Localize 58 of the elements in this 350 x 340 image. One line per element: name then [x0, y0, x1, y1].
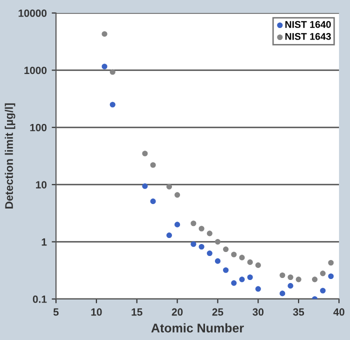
x-tick-label: 30 [252, 308, 264, 316]
point [296, 276, 302, 282]
y-tick-label: 10000 [18, 10, 47, 17]
point [206, 230, 212, 236]
x-tick-label: 15 [132, 308, 142, 316]
point [142, 183, 148, 189]
legend-label: NIST 1640 [285, 21, 331, 28]
point [247, 274, 253, 280]
y-tick-label: 100 [30, 124, 47, 132]
point [288, 274, 294, 280]
point [110, 102, 116, 108]
x-tick-label: 5 [53, 308, 59, 316]
y-tick-label: 1 [42, 238, 47, 246]
point [102, 64, 108, 70]
point [280, 290, 286, 296]
point [223, 246, 229, 252]
point [320, 288, 326, 294]
point [239, 276, 245, 282]
point [150, 198, 156, 204]
point [231, 280, 237, 286]
y-tick-label: 10 [36, 181, 47, 188]
x-tick-label: 10 [91, 308, 102, 316]
y-axis-title: Detection limit [µg/l] [4, 103, 16, 208]
point [328, 260, 334, 266]
point [198, 226, 204, 232]
legend-label: NIST 1643 [285, 33, 331, 40]
point [166, 232, 172, 238]
point [214, 258, 220, 264]
point [206, 250, 212, 256]
x-tick-label: 35 [293, 308, 304, 316]
point [142, 150, 148, 156]
x-tick-label: 20 [172, 308, 183, 316]
point [166, 184, 172, 190]
point [110, 69, 116, 75]
point [239, 254, 245, 260]
point [198, 244, 204, 250]
point [320, 270, 326, 276]
point [288, 283, 294, 289]
point [214, 239, 220, 245]
point [312, 276, 318, 282]
x-axis-title: Atomic Number [151, 323, 244, 332]
point [190, 241, 196, 247]
x-tick-label: 40 [333, 308, 344, 316]
y-tick-label: 1000 [24, 66, 47, 74]
point [328, 273, 334, 280]
point [231, 252, 237, 258]
point [247, 259, 253, 265]
y-tick-label: 0.1 [32, 296, 47, 303]
point [255, 262, 261, 268]
point [150, 162, 156, 168]
point [255, 286, 261, 292]
point [102, 31, 108, 37]
x-tick-label: 25 [212, 308, 224, 316]
point [280, 272, 286, 278]
point [190, 220, 196, 226]
point [223, 267, 229, 273]
point [174, 192, 180, 198]
point [174, 222, 180, 228]
